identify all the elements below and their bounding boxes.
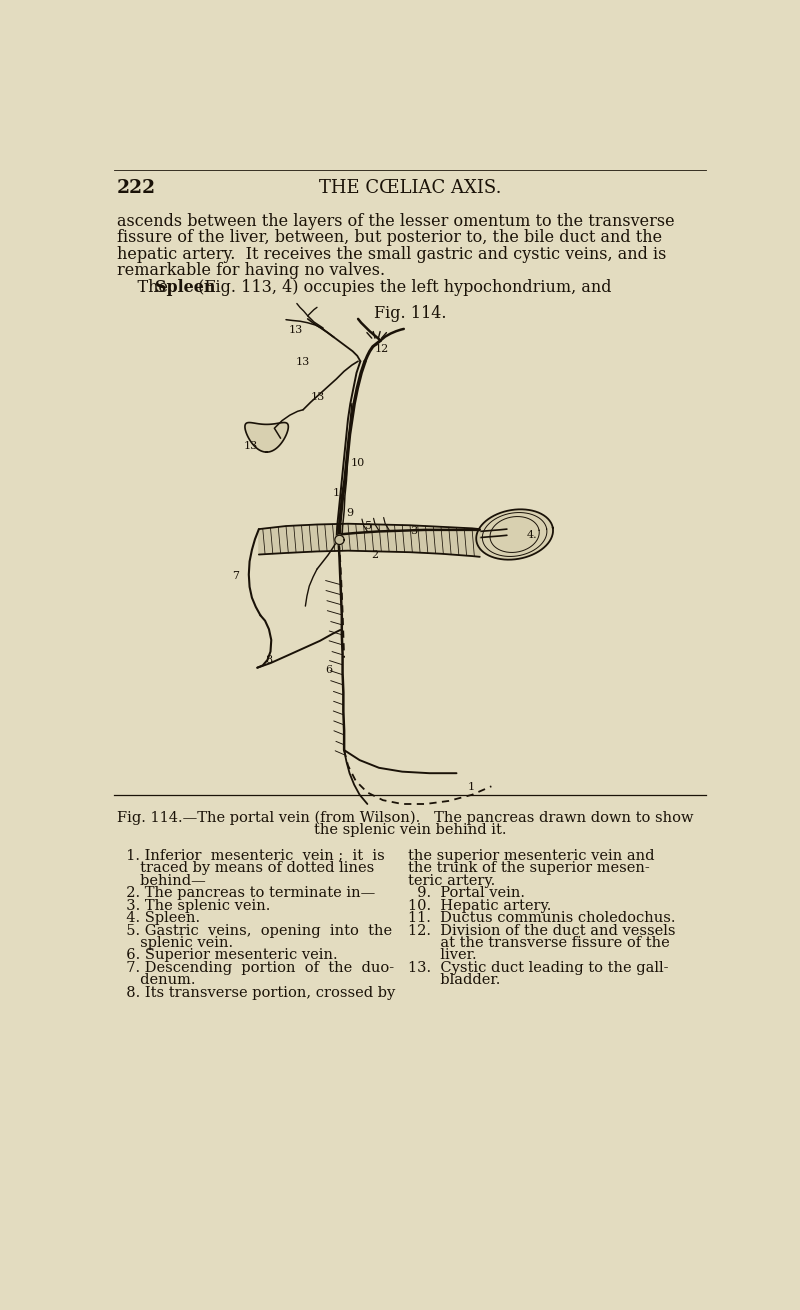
Text: hepatic artery.  It receives the small gastric and cystic veins, and is: hepatic artery. It receives the small ga…: [117, 246, 666, 263]
Text: 1: 1: [468, 782, 475, 793]
Text: 2: 2: [371, 550, 378, 559]
Text: 12: 12: [375, 345, 390, 354]
Text: 4. Spleen.: 4. Spleen.: [117, 910, 200, 925]
Text: 3: 3: [410, 527, 417, 536]
Text: 6. Superior mesenteric vein.: 6. Superior mesenteric vein.: [117, 948, 338, 963]
Text: 9: 9: [346, 507, 354, 517]
Polygon shape: [259, 524, 480, 557]
Text: the superior mesenteric vein and: the superior mesenteric vein and: [409, 849, 655, 863]
Text: the trunk of the superior mesen-: the trunk of the superior mesen-: [409, 861, 650, 875]
Polygon shape: [245, 423, 288, 452]
Text: denum.: denum.: [117, 973, 195, 988]
Text: 12.  Division of the duct and vessels: 12. Division of the duct and vessels: [409, 924, 676, 938]
Text: behind—: behind—: [117, 874, 206, 888]
Text: 222: 222: [117, 178, 156, 196]
Text: The: The: [117, 279, 173, 296]
Text: liver.: liver.: [409, 948, 477, 963]
Text: traced by means of dotted lines: traced by means of dotted lines: [117, 861, 374, 875]
Text: (Fig. 113, 4) occupies the left hypochondrium, and: (Fig. 113, 4) occupies the left hypochon…: [193, 279, 611, 296]
Text: Fig. 114.: Fig. 114.: [374, 305, 446, 322]
Text: 8: 8: [265, 655, 272, 665]
Text: 13: 13: [288, 325, 302, 335]
Circle shape: [335, 536, 344, 545]
Text: 10: 10: [351, 457, 366, 468]
Text: remarkable for having no valves.: remarkable for having no valves.: [117, 262, 385, 279]
Text: 7. Descending  portion  of  the  duo-: 7. Descending portion of the duo-: [117, 962, 394, 975]
Text: 6: 6: [325, 665, 332, 676]
Text: Fig. 114.—The portal vein (from Wilson).   The pancreas drawn down to show: Fig. 114.—The portal vein (from Wilson).…: [117, 810, 694, 824]
Text: Spleen: Spleen: [155, 279, 215, 296]
Text: the splenic vein behind it.: the splenic vein behind it.: [314, 823, 506, 837]
Text: 9.  Portal vein.: 9. Portal vein.: [409, 886, 526, 900]
Text: 13: 13: [295, 358, 310, 367]
Text: 1. Inferior  mesenteric  vein ;  it  is: 1. Inferior mesenteric vein ; it is: [117, 849, 385, 863]
Text: 8. Its transverse portion, crossed by: 8. Its transverse portion, crossed by: [117, 986, 395, 1000]
Text: bladder.: bladder.: [409, 973, 501, 988]
Text: fissure of the liver, between, but posterior to, the bile duct and the: fissure of the liver, between, but poste…: [117, 229, 662, 246]
Text: 7: 7: [232, 571, 238, 582]
Text: 2. The pancreas to terminate in—: 2. The pancreas to terminate in—: [117, 886, 375, 900]
Text: 11: 11: [333, 489, 346, 498]
Text: ascends between the layers of the lesser omentum to the transverse: ascends between the layers of the lesser…: [117, 212, 674, 229]
Polygon shape: [476, 510, 553, 559]
Text: 13: 13: [243, 440, 258, 451]
Text: 13.  Cystic duct leading to the gall-: 13. Cystic duct leading to the gall-: [409, 962, 669, 975]
Text: 11.  Ductus communis choledochus.: 11. Ductus communis choledochus.: [409, 910, 676, 925]
Text: 4.: 4.: [526, 529, 537, 540]
Text: 13: 13: [310, 392, 325, 402]
Text: 3. The splenic vein.: 3. The splenic vein.: [117, 899, 270, 913]
Text: teric artery.: teric artery.: [409, 874, 496, 888]
Text: 10.  Hepatic artery.: 10. Hepatic artery.: [409, 899, 552, 913]
Text: at the transverse fissure of the: at the transverse fissure of the: [409, 935, 670, 950]
Text: splenic vein.: splenic vein.: [117, 935, 233, 950]
Text: 5. Gastric  veins,  opening  into  the: 5. Gastric veins, opening into the: [117, 924, 392, 938]
Text: THE CŒLIAC AXIS.: THE CŒLIAC AXIS.: [318, 178, 502, 196]
Text: 5: 5: [365, 521, 372, 532]
